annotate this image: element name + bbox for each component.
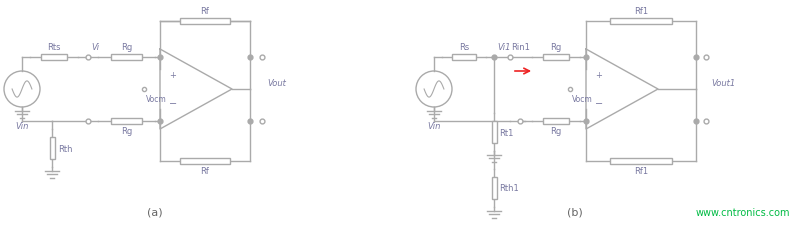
Text: Rg: Rg — [121, 43, 132, 52]
Bar — [50, 138, 54, 159]
Text: Rg: Rg — [550, 126, 562, 135]
Text: Vocm: Vocm — [572, 95, 593, 104]
Text: Vout1: Vout1 — [711, 79, 735, 88]
Text: Rs: Rs — [459, 43, 469, 52]
Text: www.cntronics.com: www.cntronics.com — [695, 207, 790, 217]
Text: Rts: Rts — [47, 43, 61, 52]
Text: Rf: Rf — [201, 7, 210, 16]
Text: Rth1: Rth1 — [499, 184, 518, 193]
Text: Rf1: Rf1 — [634, 7, 648, 16]
Text: Rg: Rg — [121, 126, 132, 135]
Bar — [491, 122, 497, 143]
Text: Vin: Vin — [15, 121, 29, 131]
Text: Vi: Vi — [91, 43, 99, 52]
Text: Vout: Vout — [267, 79, 286, 88]
Text: Rth: Rth — [58, 144, 73, 153]
Bar — [610, 19, 672, 25]
Bar — [110, 55, 142, 61]
Bar — [610, 158, 672, 164]
Text: (a): (a) — [147, 207, 163, 217]
Text: Rf: Rf — [201, 166, 210, 175]
Bar — [41, 55, 67, 61]
Text: Vocm: Vocm — [146, 95, 166, 104]
Text: Vin: Vin — [427, 121, 441, 131]
Bar — [452, 55, 476, 61]
Bar — [491, 177, 497, 199]
Bar — [180, 158, 230, 164]
Text: (b): (b) — [567, 207, 583, 217]
Text: +: + — [170, 71, 176, 80]
Bar — [542, 55, 570, 61]
Text: Rf1: Rf1 — [634, 166, 648, 175]
Text: Vi1: Vi1 — [497, 43, 510, 52]
Text: Rt1: Rt1 — [499, 128, 514, 137]
Text: Rg: Rg — [550, 43, 562, 52]
Bar — [110, 118, 142, 124]
Text: −: − — [169, 99, 177, 109]
Bar — [542, 118, 570, 124]
Text: Rin1: Rin1 — [511, 43, 530, 52]
Bar — [180, 19, 230, 25]
Text: −: − — [595, 99, 603, 109]
Text: +: + — [595, 71, 602, 80]
